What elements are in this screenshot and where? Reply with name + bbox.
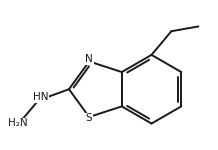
Text: S: S bbox=[86, 113, 92, 123]
Text: HN: HN bbox=[33, 92, 48, 102]
Text: H₂N: H₂N bbox=[8, 118, 28, 128]
Text: N: N bbox=[85, 54, 93, 64]
